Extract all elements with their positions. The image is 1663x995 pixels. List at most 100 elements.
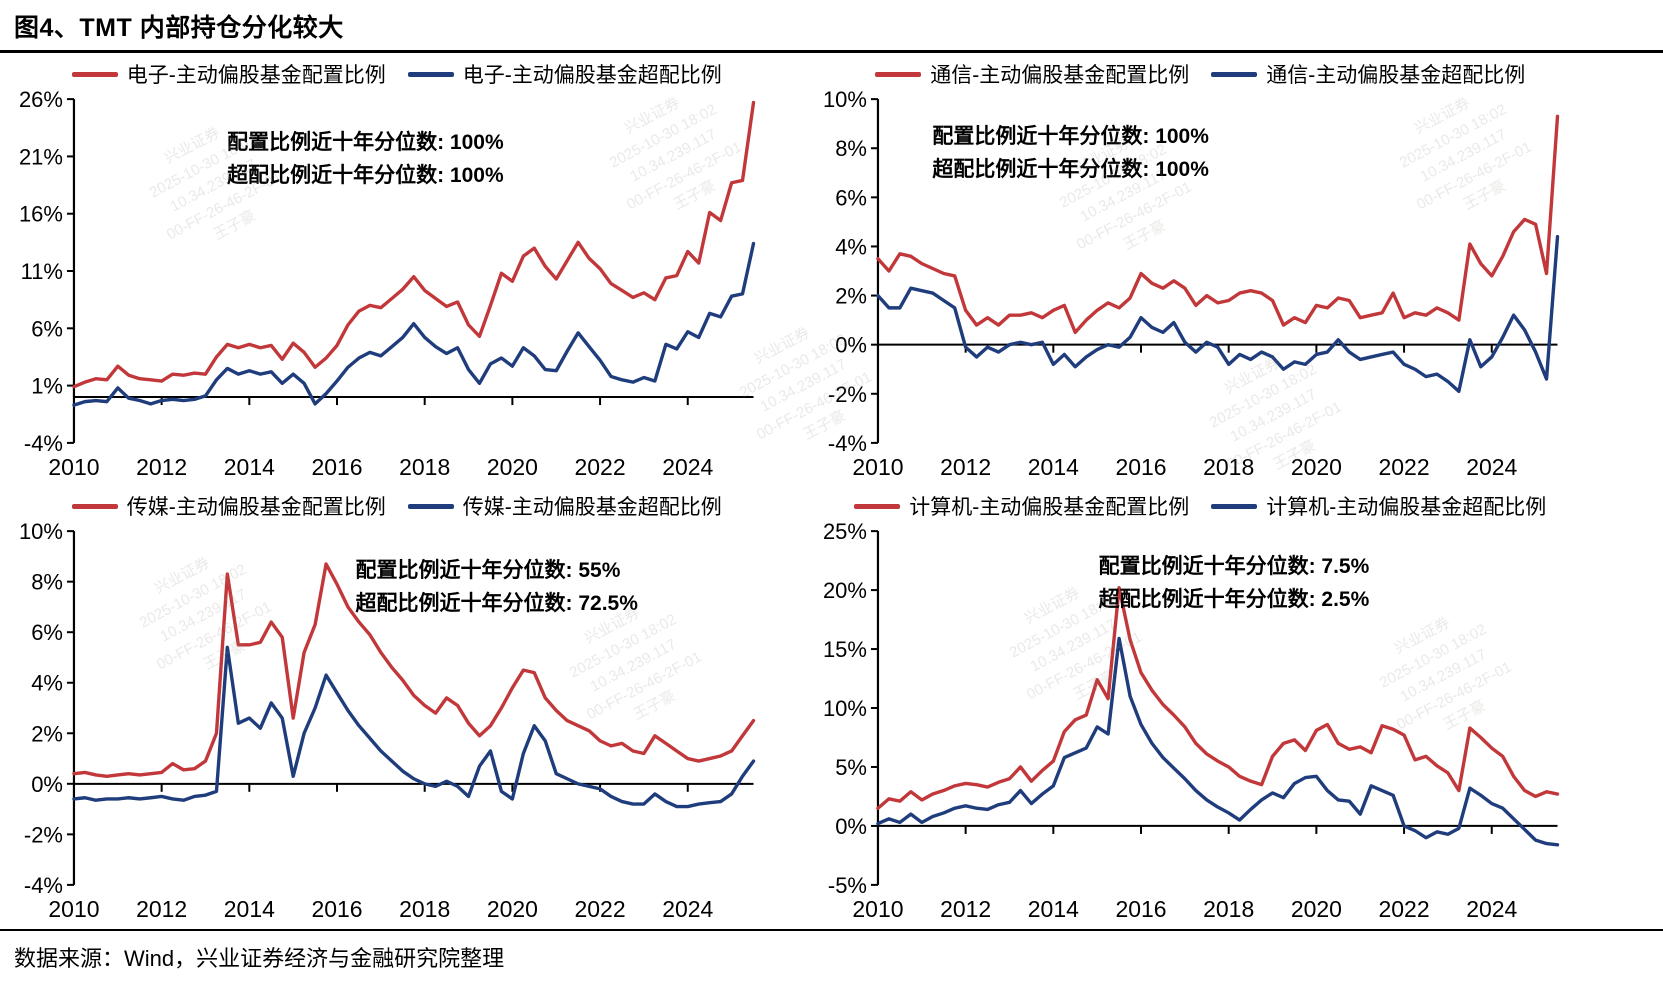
svg-text:2018: 2018 xyxy=(399,896,450,922)
svg-text:2016: 2016 xyxy=(1115,896,1166,922)
svg-text:2018: 2018 xyxy=(1203,454,1254,480)
svg-text:26%: 26% xyxy=(19,89,63,112)
svg-text:2016: 2016 xyxy=(311,896,362,922)
svg-text:2010: 2010 xyxy=(48,454,99,480)
legend-label-allocation: 传媒-主动偏股基金配置比例 xyxy=(126,496,386,519)
svg-text:2014: 2014 xyxy=(224,454,275,480)
legend-label-allocation: 计算机-主动偏股基金配置比例 xyxy=(909,496,1190,519)
svg-text:0%: 0% xyxy=(835,814,867,839)
svg-text:2014: 2014 xyxy=(224,896,275,922)
legend-line-red-icon xyxy=(71,503,118,509)
svg-text:0%: 0% xyxy=(835,333,867,358)
svg-text:2014: 2014 xyxy=(1027,896,1078,922)
svg-text:2020: 2020 xyxy=(487,896,538,922)
svg-text:2016: 2016 xyxy=(311,454,362,480)
overweight-percentile: 超配比例近十年分位数: 2.5% xyxy=(1098,587,1370,611)
svg-text:6%: 6% xyxy=(835,185,867,210)
svg-text:-4%: -4% xyxy=(24,431,63,456)
chart-computer: 计算机-主动偏股基金配置比例 计算机-主动偏股基金超配比例 25% 20% 15% 1… xyxy=(812,491,1568,923)
legend-telecom: 通信-主动偏股基金配置比例 通信-主动偏股基金超配比例 xyxy=(812,59,1568,89)
svg-text:2012: 2012 xyxy=(940,454,991,480)
line-chart-telecom: 10% 8% 6% 4% 2% 0% -2% -4%2010 2012 2014 2016 2018 2… xyxy=(822,89,1559,480)
svg-text:2024: 2024 xyxy=(662,454,713,480)
line-chart-electronics: 26% 21% 16% 11% 6% 1% -4%2010 2012 2014 2016 2018 2… xyxy=(19,89,756,480)
svg-text:1%: 1% xyxy=(31,374,63,399)
legend-line-red-icon xyxy=(854,503,901,509)
plot-area-computer: 25% 20% 15% 10% 5% 0% -5% 2010 2012 2014 2016 2018 2… xyxy=(812,521,1568,923)
svg-text:2020: 2020 xyxy=(487,454,538,480)
legend-computer: 计算机-主动偏股基金配置比例 计算机-主动偏股基金超配比例 xyxy=(812,491,1568,521)
line-chart-media: 10% 8% 6% 4% 2% 0% -2% -4%2010 2012 2014 2016 2018 2… xyxy=(19,521,756,922)
chart-electronics: 电子-主动偏股基金配置比例 电子-主动偏股基金超配比例 26% 21% 16% 11%… xyxy=(8,59,764,481)
svg-text:-5%: -5% xyxy=(827,873,866,898)
legend-label-overweight: 传媒-主动偏股基金超配比例 xyxy=(462,496,722,519)
percentile-annotation-telecom: 配置比例近十年分位数: 100% 超配比例近十年分位数: 100% xyxy=(932,121,1209,186)
legend-label-allocation: 通信-主动偏股基金配置比例 xyxy=(930,64,1190,87)
svg-text:4%: 4% xyxy=(31,671,63,696)
chart-telecom: 通信-主动偏股基金配置比例 通信-主动偏股基金超配比例 10% 8% 6% 4% 2% 0… xyxy=(812,59,1568,481)
legend-line-blue-icon xyxy=(1211,71,1258,77)
svg-text:5%: 5% xyxy=(835,755,867,780)
allocation-percentile: 配置比例近十年分位数: 100% xyxy=(932,125,1209,148)
plot-area-media: 10% 8% 6% 4% 2% 0% -2% -4% 2010 2012 2014 2016 2018 2… xyxy=(8,521,764,923)
legend-label-overweight: 计算机-主动偏股基金超配比例 xyxy=(1266,496,1547,519)
legend-label-overweight: 电子-主动偏股基金超配比例 xyxy=(462,64,722,87)
overweight-percentile: 超配比例近十年分位数: 100% xyxy=(227,163,504,187)
chart-media: 传媒-主动偏股基金配置比例 传媒-主动偏股基金超配比例 10% 8% 6% 4% 2% 0… xyxy=(8,491,764,923)
svg-text:2022: 2022 xyxy=(1378,896,1429,922)
svg-text:6%: 6% xyxy=(31,316,63,341)
svg-text:2020: 2020 xyxy=(1290,454,1341,480)
svg-text:2010: 2010 xyxy=(852,896,903,922)
legend-label-overweight: 通信-主动偏股基金超配比例 xyxy=(1266,64,1526,87)
legend-line-blue-icon xyxy=(1211,503,1258,509)
plot-area-telecom: 10% 8% 6% 4% 2% 0% -2% -4% 2010 2012 2014 2016 2018 2… xyxy=(812,89,1568,481)
overweight-percentile: 超配比例近十年分位数: 72.5% xyxy=(355,591,638,615)
legend-electronics: 电子-主动偏股基金配置比例 电子-主动偏股基金超配比例 xyxy=(8,59,764,89)
percentile-annotation-media: 配置比例近十年分位数: 55% 超配比例近十年分位数: 72.5% xyxy=(356,555,638,620)
charts-grid: 电子-主动偏股基金配置比例 电子-主动偏股基金超配比例 26% 21% 16% 11%… xyxy=(0,53,1663,927)
svg-text:10%: 10% xyxy=(822,696,866,721)
svg-text:-2%: -2% xyxy=(827,382,866,407)
allocation-percentile: 配置比例近十年分位数: 100% xyxy=(227,131,504,154)
svg-text:-2%: -2% xyxy=(24,822,63,847)
line-chart-computer: 25% 20% 15% 10% 5% 0% -5%2010 2012 2014 2016 2018 2… xyxy=(822,521,1559,922)
allocation-percentile: 配置比例近十年分位数: 7.5% xyxy=(1098,555,1370,578)
legend-line-blue-icon xyxy=(407,503,454,509)
svg-text:11%: 11% xyxy=(21,259,63,284)
legend-media: 传媒-主动偏股基金配置比例 传媒-主动偏股基金超配比例 xyxy=(8,491,764,521)
svg-text:2010: 2010 xyxy=(48,896,99,922)
legend-line-red-icon xyxy=(875,71,922,77)
svg-text:0%: 0% xyxy=(31,772,63,797)
svg-text:21%: 21% xyxy=(19,144,63,169)
svg-text:10%: 10% xyxy=(822,89,866,112)
percentile-annotation-electronics: 配置比例近十年分位数: 100% 超配比例近十年分位数: 100% xyxy=(227,127,504,192)
svg-text:4%: 4% xyxy=(835,234,867,259)
svg-text:8%: 8% xyxy=(31,570,63,595)
svg-text:2022: 2022 xyxy=(575,896,626,922)
svg-text:2024: 2024 xyxy=(662,896,713,922)
svg-text:15%: 15% xyxy=(822,637,866,662)
overweight-percentile: 超配比例近十年分位数: 100% xyxy=(932,157,1209,181)
svg-text:25%: 25% xyxy=(822,521,866,544)
figure-header: 图4、TMT 内部持仓分化较大 xyxy=(0,0,1663,53)
svg-text:2018: 2018 xyxy=(1203,896,1254,922)
legend-label-allocation: 电子-主动偏股基金配置比例 xyxy=(126,64,386,87)
svg-text:10%: 10% xyxy=(19,521,63,544)
svg-text:-4%: -4% xyxy=(827,431,866,456)
svg-text:-4%: -4% xyxy=(24,873,63,898)
svg-text:2014: 2014 xyxy=(1027,454,1078,480)
svg-text:2010: 2010 xyxy=(852,454,903,480)
svg-text:2%: 2% xyxy=(31,721,63,746)
svg-text:2016: 2016 xyxy=(1115,454,1166,480)
svg-text:2018: 2018 xyxy=(399,454,450,480)
svg-text:2012: 2012 xyxy=(136,454,187,480)
data-source: 数据来源：Wind，兴业证券经济与金融研究院整理 xyxy=(14,946,505,971)
svg-text:20%: 20% xyxy=(822,578,866,603)
svg-text:2022: 2022 xyxy=(1378,454,1429,480)
plot-area-electronics: 26% 21% 16% 11% 6% 1% -4% 2010 2012 2014 2016 2018 2… xyxy=(8,89,764,481)
svg-text:6%: 6% xyxy=(31,620,63,645)
figure-footer: 数据来源：Wind，兴业证券经济与金融研究院整理 xyxy=(0,929,1663,973)
legend-line-red-icon xyxy=(71,71,118,77)
svg-text:8%: 8% xyxy=(835,136,867,161)
svg-text:2024: 2024 xyxy=(1466,896,1517,922)
